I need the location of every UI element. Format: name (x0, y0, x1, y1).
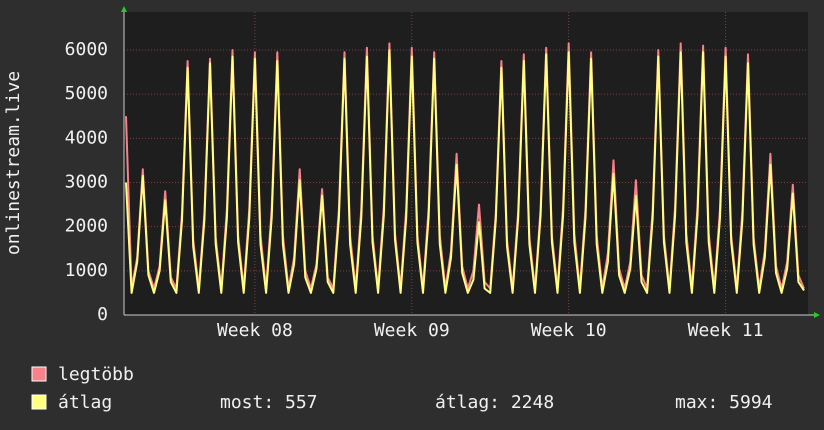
x-tick-label: Week 08 (217, 320, 293, 341)
stat: most: 557 (220, 392, 318, 413)
y-tick-label: 6000 (65, 39, 108, 60)
stat: max: 5994 (675, 392, 773, 413)
legend-label: átlag (58, 392, 112, 413)
x-arrow (814, 312, 820, 318)
stat-label: átlag: (435, 392, 500, 413)
legend: legtöbb átlag most: 557 átlag: 2248 max: 5994 (31, 364, 773, 413)
legend-swatch (31, 366, 47, 382)
y-tick-label: 5000 (65, 83, 108, 104)
stat-value: 5994 (729, 392, 772, 413)
stat-label: max: (675, 392, 718, 413)
y-tick-label: 1000 (65, 260, 108, 281)
stat-value: 557 (285, 392, 318, 413)
legend-swatch (31, 394, 47, 410)
y-tick-label: 4000 (65, 127, 108, 148)
series-line (125, 49, 805, 294)
x-tick-label: Week 09 (374, 320, 450, 341)
grid: 0 1000 2000 3000 4000 5000 6000 Week 08 Week 09 W… (65, 12, 808, 341)
y-arrow (121, 6, 127, 12)
y-axis-label: onlinestream.live (3, 71, 24, 255)
stat: átlag: 2248 (435, 392, 554, 413)
legend-label: legtöbb (58, 364, 134, 385)
x-tick-label: Week 10 (531, 320, 607, 341)
y-tick-label: 2000 (65, 216, 108, 237)
marks (125, 42, 805, 294)
y-tick-label: 3000 (65, 171, 108, 192)
y-tick-label: 0 (97, 304, 108, 325)
stat-label: most: (220, 392, 274, 413)
x-tick-label: Week 11 (688, 320, 764, 341)
stat-value: 2248 (511, 392, 554, 413)
